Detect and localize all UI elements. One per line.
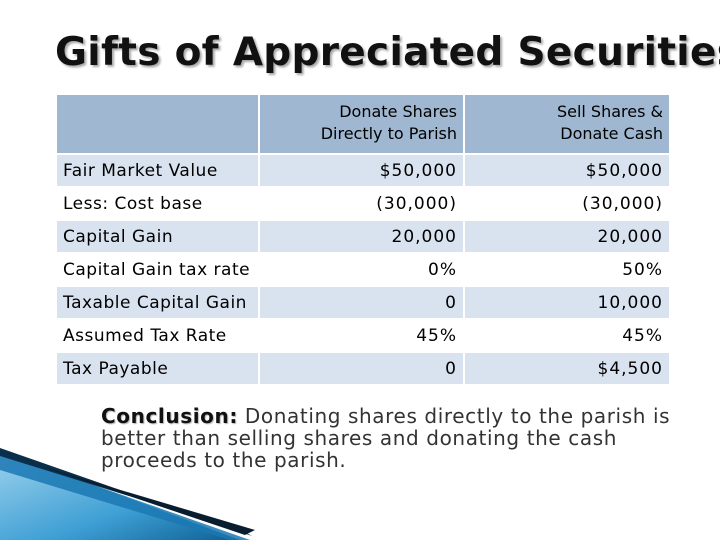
row-value-donate: (30,000) [258,186,463,219]
conclusion-paragraph: Conclusion: Donating shares directly to … [101,405,671,471]
row-value-donate: 0% [258,252,463,285]
table-row: Less: Cost base (30,000) (30,000) [55,186,669,219]
conclusion-lead: Conclusion: [101,404,238,428]
comparison-table: Donate Shares Directly to Parish Sell Sh… [55,93,669,384]
slide-title: Gifts of Appreciated Securities [55,30,720,75]
header-donate-shares-line1: Donate Shares [339,102,457,121]
row-value-donate: 0 [258,285,463,318]
conclusion-text: Donating shares directly to the parish i… [101,404,671,472]
header-donate-shares: Donate Shares Directly to Parish [258,93,463,153]
row-label: Capital Gain [55,219,258,252]
row-label: Fair Market Value [55,153,258,186]
row-value-sell: $4,500 [463,351,669,384]
row-value-sell: $50,000 [463,153,669,186]
table-row: Fair Market Value $50,000 $50,000 [55,153,669,186]
row-label: Taxable Capital Gain [55,285,258,318]
table-row: Taxable Capital Gain 0 10,000 [55,285,669,318]
row-value-sell: (30,000) [463,186,669,219]
table-row: Assumed Tax Rate 45% 45% [55,318,669,351]
row-value-donate: 45% [258,318,463,351]
row-label: Less: Cost base [55,186,258,219]
header-donate-shares-line2: Directly to Parish [320,124,457,143]
row-value-sell: 10,000 [463,285,669,318]
header-sell-shares: Sell Shares & Donate Cash [463,93,669,153]
header-sell-shares-line1: Sell Shares & [556,102,663,121]
header-sell-shares-line2: Donate Cash [560,124,663,143]
row-label: Tax Payable [55,351,258,384]
table-header-row: Donate Shares Directly to Parish Sell Sh… [55,93,669,153]
row-value-donate: $50,000 [258,153,463,186]
row-value-sell: 45% [463,318,669,351]
table-row: Capital Gain 20,000 20,000 [55,219,669,252]
row-value-sell: 20,000 [463,219,669,252]
table-row: Capital Gain tax rate 0% 50% [55,252,669,285]
row-value-donate: 20,000 [258,219,463,252]
row-value-donate: 0 [258,351,463,384]
swoosh-dark-tip [40,466,255,535]
row-label: Assumed Tax Rate [55,318,258,351]
row-label: Capital Gain tax rate [55,252,258,285]
table-row: Tax Payable 0 $4,500 [55,351,669,384]
header-empty-cell [55,93,258,153]
row-value-sell: 50% [463,252,669,285]
